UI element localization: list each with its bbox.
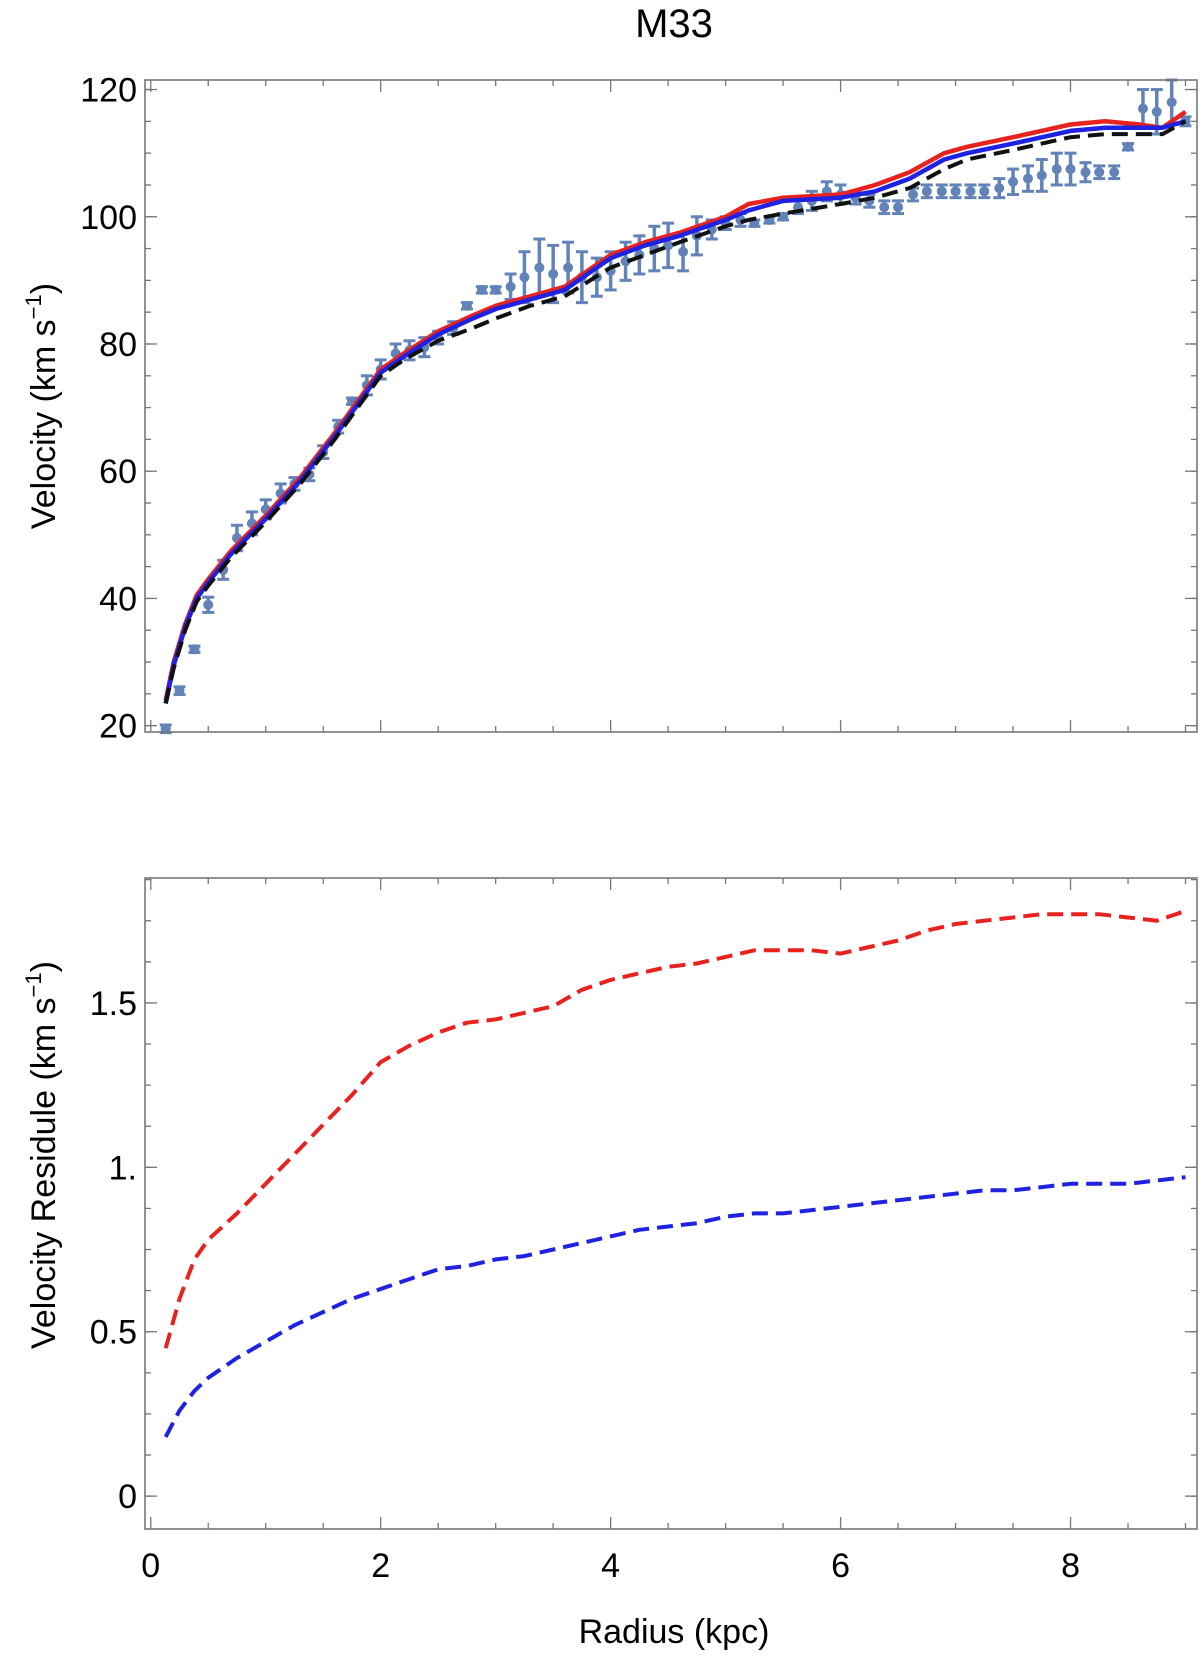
data-point xyxy=(1151,106,1162,117)
residue-y-axis-label-close: ) xyxy=(25,961,63,972)
data-point xyxy=(519,272,530,283)
data-point xyxy=(1051,164,1062,175)
data-point xyxy=(879,202,890,213)
data-point xyxy=(548,269,559,280)
residue-plot-area xyxy=(163,909,1187,1438)
data-point xyxy=(979,186,990,197)
data-point xyxy=(505,281,516,292)
velocity-y-tick-label: 100 xyxy=(80,199,137,237)
velocity-y-tick-label: 40 xyxy=(99,580,137,618)
residue-x-tick-label: 8 xyxy=(1061,1547,1080,1585)
velocity-axes: 20 40 60 80 100 120 xyxy=(80,72,1198,746)
data-point xyxy=(663,240,674,251)
data-point xyxy=(908,189,919,200)
velocity-curve-3 xyxy=(163,119,1187,704)
residue-x-tick-label: 6 xyxy=(831,1547,850,1585)
data-point xyxy=(1065,164,1076,175)
velocity-plot-frame xyxy=(144,79,1198,733)
data-point xyxy=(534,262,545,273)
residue-x-tick-label: 2 xyxy=(371,1547,390,1585)
residue-panel: 0 0.5 1. 1.5 0 2 4 6 8 Velocity Residule (km s−1… xyxy=(21,877,1198,1651)
residue-y-tick-label: 1.5 xyxy=(90,985,137,1023)
data-point xyxy=(174,685,185,696)
velocity-curve-1 xyxy=(163,109,1187,701)
data-point xyxy=(893,202,904,213)
residue-y-axis-label: Velocity Residule (km s−1) xyxy=(21,961,63,1349)
data-point xyxy=(1109,167,1120,178)
data-point xyxy=(678,246,689,257)
velocity-y-axis-label-main: Velocity (km s xyxy=(25,319,63,529)
data-point xyxy=(1080,167,1091,178)
chart-title: M33 xyxy=(635,2,713,46)
residue-x-tick-label: 4 xyxy=(601,1547,620,1585)
velocity-y-tick-label: 120 xyxy=(80,72,137,110)
data-point xyxy=(1094,167,1105,178)
residue-curve-0 xyxy=(163,909,1187,1349)
data-point xyxy=(921,186,932,197)
velocity-y-axis-label-exponent: −1 xyxy=(21,294,46,319)
velocity-y-tick-label: 20 xyxy=(99,708,137,746)
residue-axes: 0 0.5 1. 1.5 0 2 4 6 8 xyxy=(90,877,1198,1585)
data-point xyxy=(203,599,214,610)
data-point xyxy=(461,300,472,311)
velocity-curve-2 xyxy=(163,119,1187,704)
data-point xyxy=(936,186,947,197)
residue-y-axis-label-exponent: −1 xyxy=(21,972,46,997)
residue-x-tick-label: 0 xyxy=(141,1547,160,1585)
velocity-y-tick-label: 80 xyxy=(99,326,137,364)
residue-y-tick-label: 0.5 xyxy=(90,1314,137,1352)
velocity-y-axis-label-close: ) xyxy=(25,283,63,294)
residue-y-tick-label: 0 xyxy=(118,1478,137,1516)
data-point xyxy=(1137,103,1148,114)
data-point xyxy=(1166,97,1177,108)
velocity-plot-area xyxy=(159,78,1192,735)
data-point xyxy=(1008,176,1019,187)
data-point xyxy=(994,183,1005,194)
residue-curve-1 xyxy=(163,1175,1186,1438)
residue-y-axis-label-main: Velocity Residule (km s xyxy=(25,997,63,1348)
data-point xyxy=(950,186,961,197)
data-point xyxy=(189,644,200,655)
data-point xyxy=(476,284,487,295)
data-point xyxy=(1123,141,1134,152)
velocity-y-axis-label: Velocity (km s−1) xyxy=(21,283,63,529)
data-point xyxy=(965,186,976,197)
data-point xyxy=(620,256,631,267)
x-axis-label: Radius (kpc) xyxy=(579,1613,770,1651)
data-point xyxy=(490,284,501,295)
data-point xyxy=(778,211,789,222)
residue-plot-frame xyxy=(144,877,1198,1530)
velocity-panel: 20 40 60 80 100 120 Velocity (km s−1) xyxy=(21,72,1198,746)
data-point xyxy=(1022,173,1033,184)
data-point xyxy=(563,262,574,273)
data-point xyxy=(1036,170,1047,181)
residue-y-tick-label: 1. xyxy=(109,1149,137,1187)
velocity-data-points xyxy=(159,78,1192,735)
velocity-y-tick-label: 60 xyxy=(99,453,137,491)
